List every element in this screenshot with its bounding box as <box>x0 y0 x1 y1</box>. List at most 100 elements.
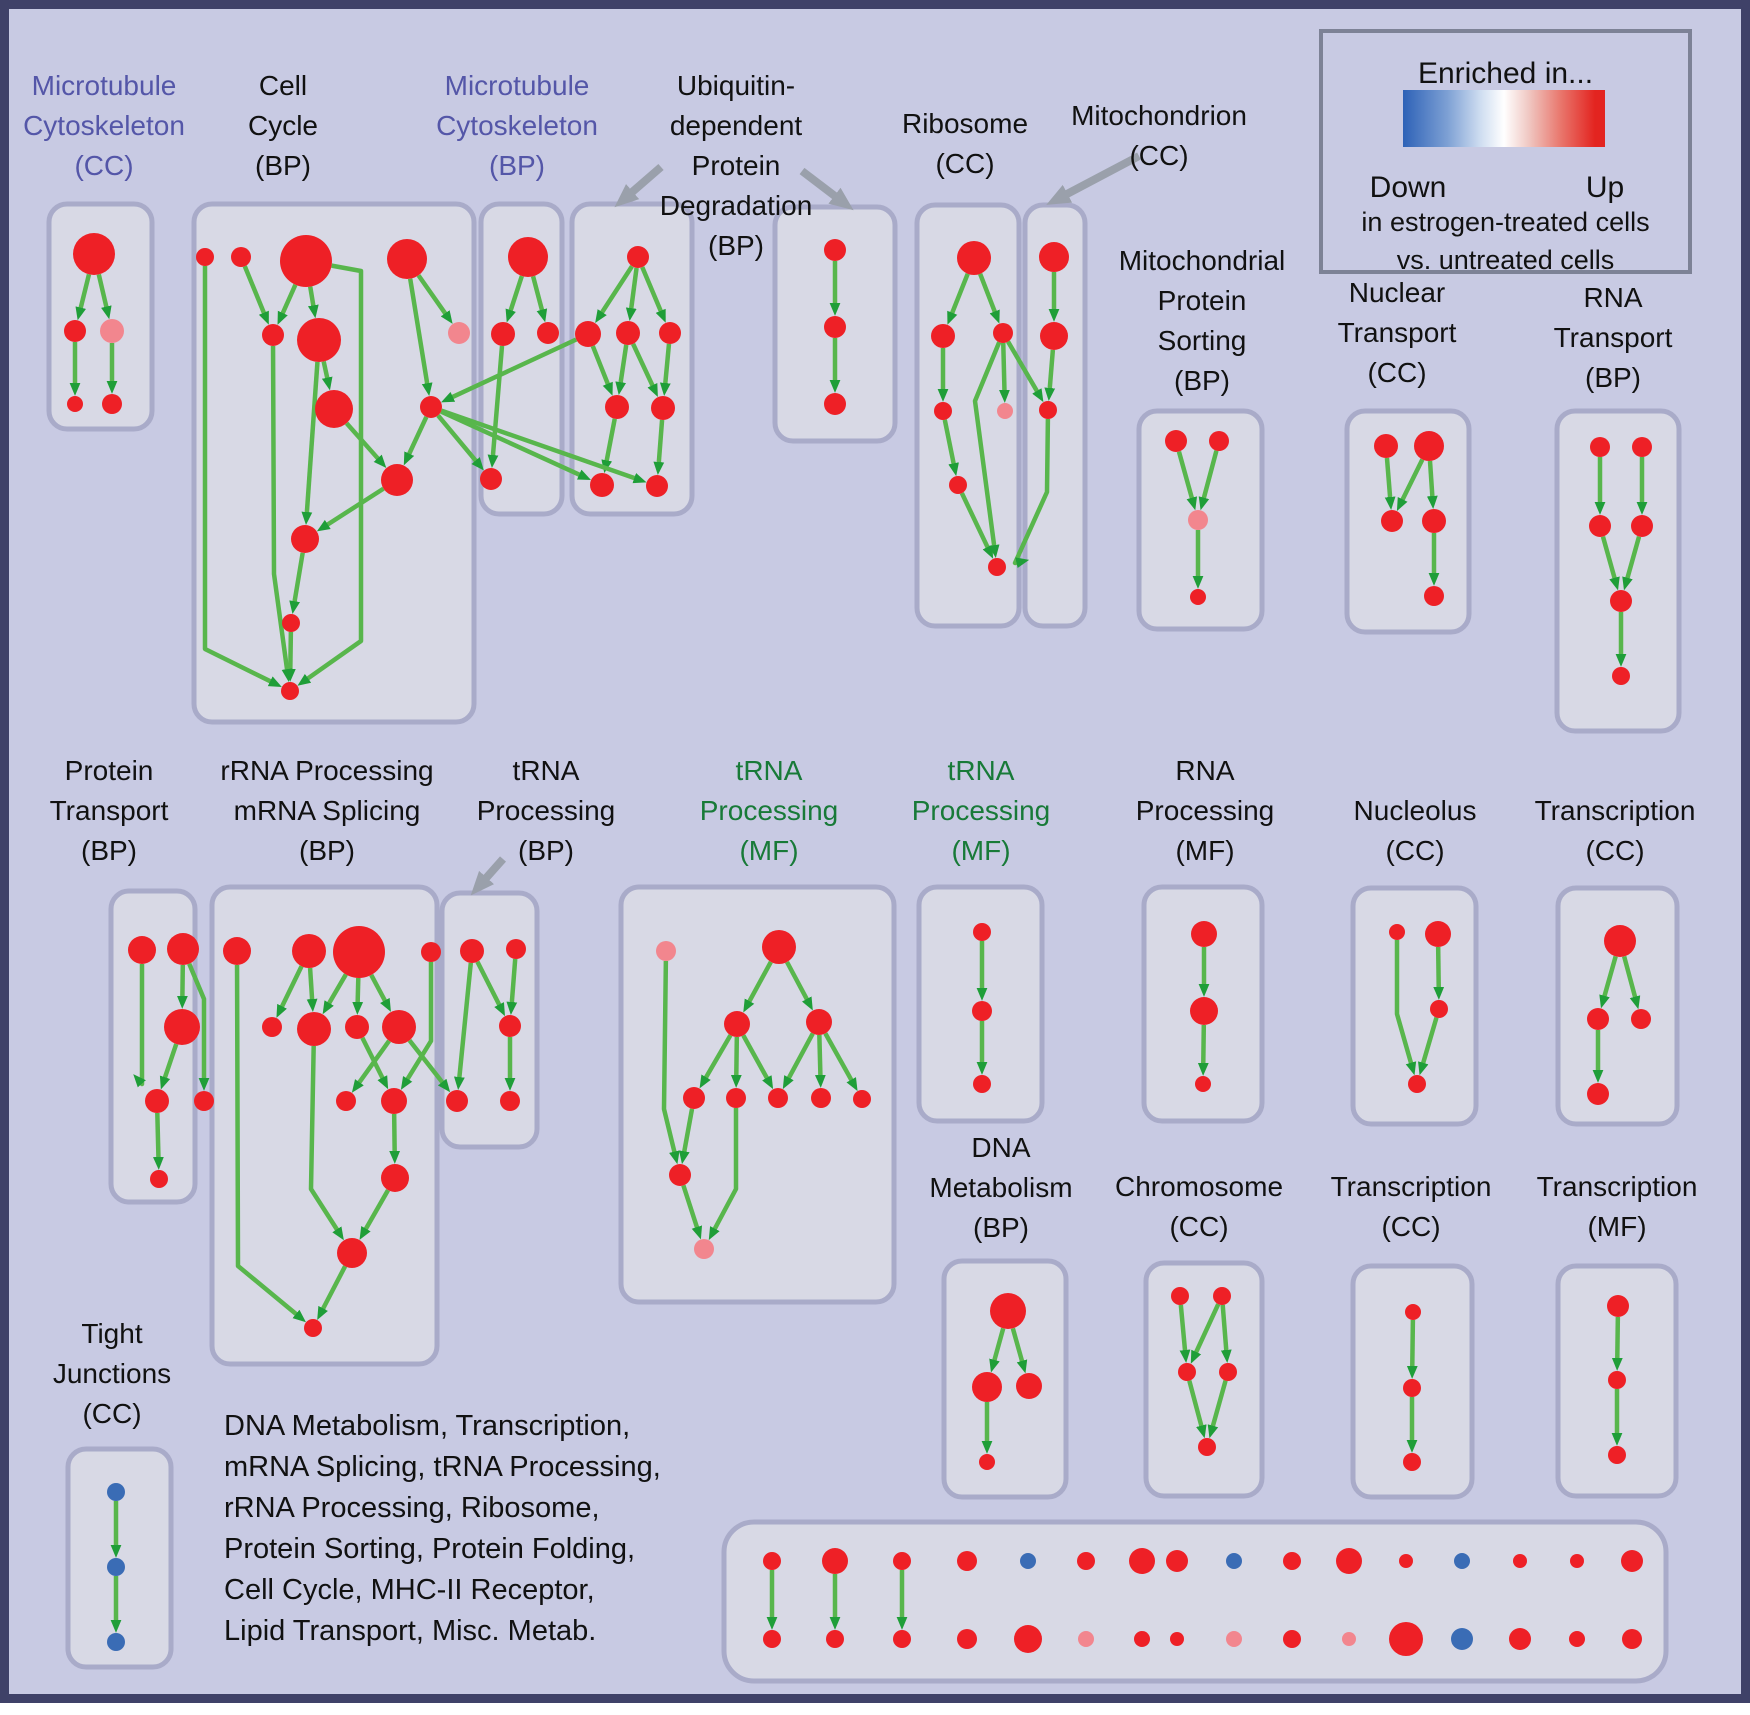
edge-ubiquitin-degradation-1 <box>601 418 617 474</box>
edge-trna-processing-mf-large <box>708 1108 739 1241</box>
edge-microtubule-cytoskeleton-bp <box>530 275 548 323</box>
edge-chromosome <box>1207 1380 1228 1439</box>
gene-set-node-red <box>824 239 846 261</box>
gene-set-node-red <box>893 1552 911 1570</box>
gene-set-node-red <box>491 322 515 346</box>
edge-transcription-mf <box>1611 1316 1623 1371</box>
edge-transcription-cc-mid <box>1599 955 1618 1009</box>
gene-set-node-red <box>1424 586 1444 606</box>
gene-set-node-red <box>762 930 796 964</box>
gene-set-node-red <box>1170 1632 1184 1646</box>
gene-set-node-red <box>1374 434 1398 458</box>
gene-set-node-red <box>683 1087 705 1109</box>
gene-set-node-red <box>1608 1446 1626 1464</box>
cross-edge <box>1012 418 1051 568</box>
gene-set-node-red <box>988 558 1006 576</box>
legend-gradient-bar <box>1403 90 1605 147</box>
gene-set-node-red <box>1509 1628 1531 1650</box>
gene-set-node-red <box>167 933 199 965</box>
gene-set-node-red <box>1622 1629 1642 1649</box>
gene-set-node-red <box>145 1089 169 1113</box>
edge-cell-cycle <box>297 263 364 686</box>
edge-ribosome <box>999 342 1010 403</box>
gene-set-node-red <box>381 1088 407 1114</box>
gene-set-node-red <box>1569 1631 1585 1647</box>
gene-set-node-blue <box>1454 1553 1470 1569</box>
cross-edge <box>407 1038 451 1093</box>
gene-set-node-red <box>231 247 251 267</box>
edge-mitochondrial-protein-sorting <box>1198 450 1219 511</box>
gene-set-node-red <box>1195 1076 1211 1092</box>
gene-set-node-red <box>627 246 649 268</box>
gene-set-node-red <box>979 1454 995 1470</box>
gene-set-node-red <box>337 1238 367 1268</box>
gene-set-node-red <box>931 324 955 348</box>
gene-set-node-red <box>1408 1075 1426 1093</box>
edge-dna-metabolism <box>989 1327 1006 1373</box>
gene-set-node-red <box>1589 515 1611 537</box>
edge-ribosome <box>972 341 1002 558</box>
gene-set-node-red <box>67 396 83 412</box>
gene-set-node-pink <box>100 319 124 343</box>
gene-set-node-red <box>1198 1438 1216 1456</box>
edge-trna-processing-bp <box>454 962 474 1090</box>
gene-set-node-pink <box>656 941 676 961</box>
edge-microtubule-cytoskeleton-bp <box>505 275 524 323</box>
gene-set-node-red <box>1129 1548 1155 1574</box>
gene-set-node-red <box>1405 1304 1421 1320</box>
misc-clusters-text: DNA Metabolism, Transcription, mRNA Splic… <box>224 1410 661 1647</box>
gene-set-node-red <box>957 1551 977 1571</box>
cluster-box-transcription-cc-mid <box>1555 885 1680 1127</box>
gene-set-node-red <box>537 322 559 344</box>
gene-set-node-red <box>1381 510 1403 532</box>
gene-set-node-red <box>1590 437 1610 457</box>
edge-cell-cycle <box>270 345 293 683</box>
edge-ribosome <box>942 419 959 477</box>
gene-set-node-red <box>806 1009 832 1035</box>
gene-set-node-red <box>1283 1552 1301 1570</box>
edge-cell-cycle <box>242 265 269 325</box>
cluster-box-dna-metabolism <box>941 1258 1069 1500</box>
cluster-box-cell-cycle <box>191 201 477 725</box>
edge-protein-transport <box>159 1043 179 1090</box>
gene-set-node-red <box>304 1319 322 1337</box>
gene-set-node-red <box>1604 925 1636 957</box>
cluster-box-protein-transport <box>108 888 198 1205</box>
gene-set-node-pink <box>997 403 1013 419</box>
edge-trna-processing-mf-large <box>823 1032 858 1092</box>
edge-rrna-processing-mrna-splicing <box>234 964 306 1323</box>
edge-microtubule-cytoskeleton-cc <box>75 273 92 321</box>
gene-set-node-red <box>291 525 319 553</box>
gene-set-node-red <box>669 1164 691 1186</box>
cross-edge <box>436 414 484 471</box>
gene-set-node-red <box>853 1090 871 1108</box>
gene-set-node-red <box>1171 1287 1189 1305</box>
gene-set-node-red <box>336 1091 356 1111</box>
gene-set-node-red <box>1608 1371 1626 1389</box>
gene-set-node-red <box>262 1017 282 1037</box>
gene-set-node-red <box>724 1011 750 1037</box>
gene-set-node-red <box>1399 1554 1413 1568</box>
gene-set-node-blue <box>1226 1553 1242 1569</box>
gene-set-node-red <box>1014 1625 1042 1653</box>
edge-chromosome <box>1190 1303 1221 1364</box>
gene-set-node-red <box>345 1015 369 1039</box>
edge-cell-cycle <box>344 421 387 468</box>
gene-set-node-red <box>1077 1552 1095 1570</box>
gene-set-node-blue <box>107 1483 125 1501</box>
gene-set-node-red <box>822 1548 848 1574</box>
gene-set-node-blue <box>1451 1628 1473 1650</box>
legend-up-label: Up <box>1585 171 1625 204</box>
gene-set-node-red <box>280 235 332 287</box>
gene-set-node-red <box>150 1170 168 1188</box>
gene-set-node-red <box>128 936 156 964</box>
gene-set-node-pink <box>1078 1631 1094 1647</box>
gene-set-node-red <box>763 1630 781 1648</box>
gene-set-node-red <box>1336 1548 1362 1574</box>
edge-nucleolus <box>1418 1017 1439 1076</box>
cross-edge <box>440 408 647 484</box>
gene-set-node-red <box>499 1015 521 1037</box>
gene-set-node-red <box>1587 1008 1609 1030</box>
edge-rna-transport <box>1600 535 1620 591</box>
